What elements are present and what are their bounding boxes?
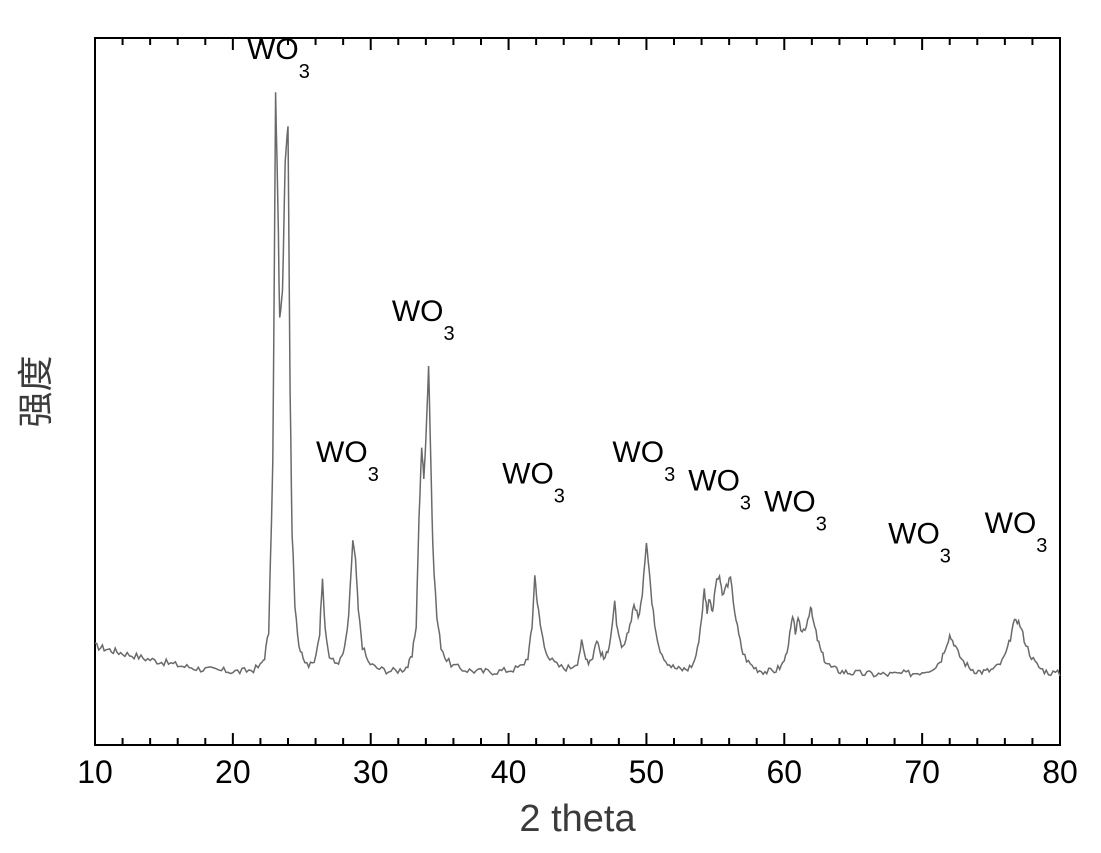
x-axis-label: 2 theta <box>519 798 636 840</box>
chart-svg: 10 20 30 40 50 60 70 80 2 theta 强度 WO3 WO3 WO3 WO3 WO3… <box>0 0 1101 853</box>
peak-label: WO3 <box>316 436 379 486</box>
peak-label: WO3 <box>764 486 827 536</box>
peak-label: WO3 <box>247 33 310 83</box>
xrd-chart: 10 20 30 40 50 60 70 80 2 theta 强度 WO3 WO3 WO3 WO3 WO3… <box>0 0 1101 853</box>
plot-frame <box>95 38 1060 745</box>
x-tick-label: 80 <box>1042 754 1078 790</box>
x-tick-label: 60 <box>766 754 802 790</box>
peak-label: WO3 <box>392 295 455 345</box>
peak-label: WO3 <box>612 436 675 486</box>
x-tick-label: 30 <box>353 754 389 790</box>
x-tick-label: 40 <box>491 754 527 790</box>
x-tick-label: 70 <box>904 754 940 790</box>
peak-label: WO3 <box>888 518 951 568</box>
x-tick-label: 10 <box>77 754 113 790</box>
peak-label: WO3 <box>688 464 751 514</box>
peak-label: WO3 <box>502 457 565 507</box>
y-axis-label: 强度 <box>15 355 56 427</box>
x-tick-label: 50 <box>629 754 665 790</box>
peak-label: WO3 <box>985 507 1048 557</box>
x-tick-label: 20 <box>215 754 251 790</box>
xrd-pattern-line <box>95 92 1060 676</box>
